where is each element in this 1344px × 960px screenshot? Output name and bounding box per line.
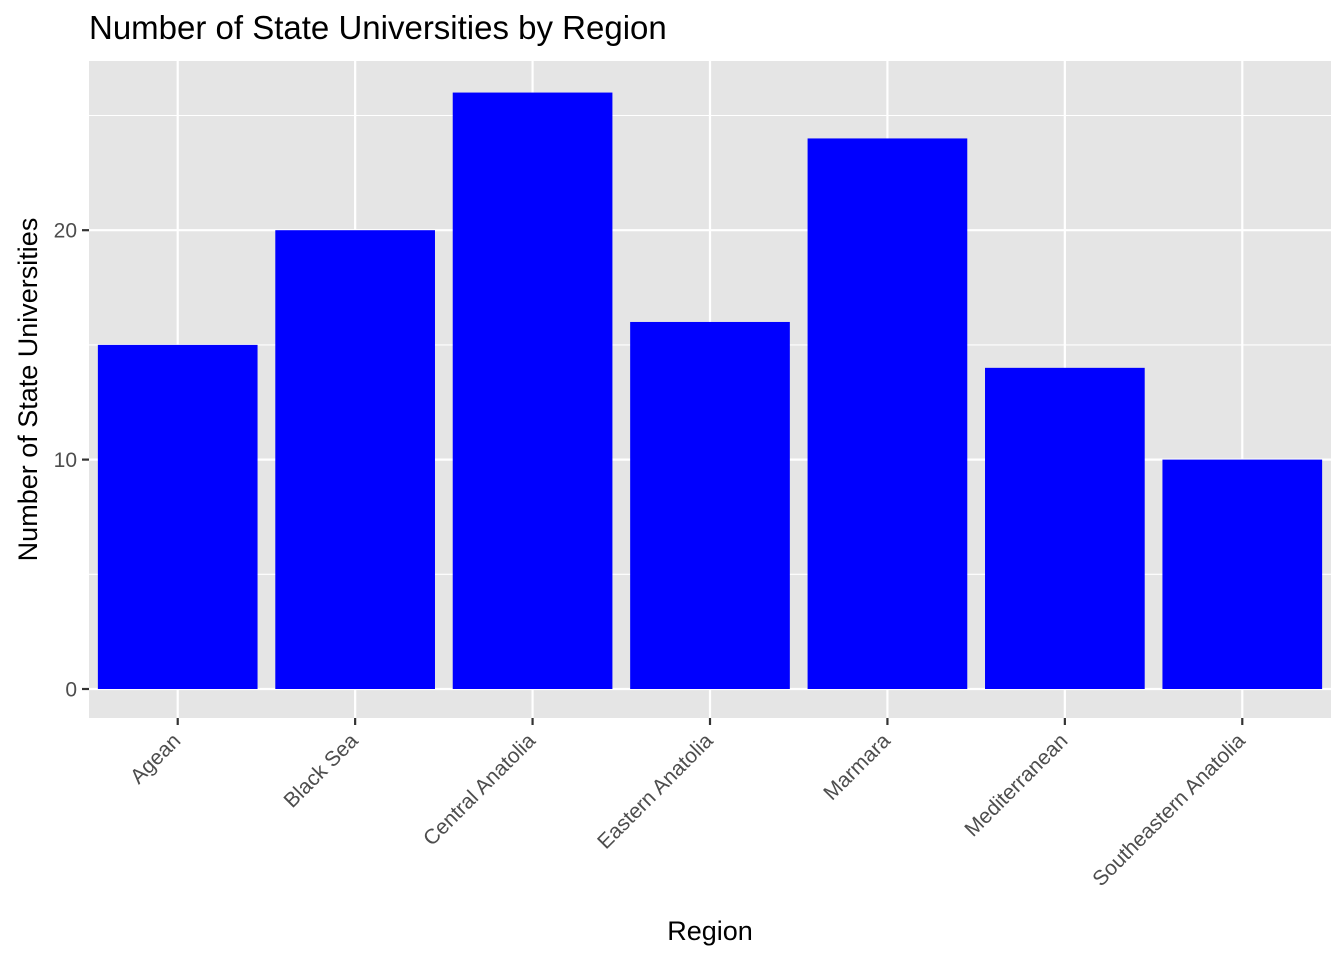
x-axis-title: Region [667,916,753,946]
bar-black-sea [275,230,435,689]
x-tick-label: Mediterranean [960,729,1072,841]
y-tick-label: 10 [54,449,77,472]
y-axis: 0 10 20 [54,220,89,702]
x-tick-label: Southeastern Anatolia [1088,729,1250,891]
bar-southeastern-anatolia [1162,459,1323,689]
y-tick-label: 0 [65,679,77,702]
x-tick-label: Black Sea [280,729,363,812]
bar-marmara [807,138,968,689]
x-tick-label: Central Anatolia [419,729,540,850]
y-tick-label: 20 [54,220,77,243]
x-tick-label: Marmara [819,729,895,805]
bar-central-anatolia [452,92,613,689]
x-tick-label: Agean [126,729,185,788]
bars [97,92,1323,689]
bar-agean [97,344,258,689]
chart-title: Number of State Universities by Region [89,9,667,46]
bar-eastern-anatolia [630,321,790,689]
y-axis-title: Number of State Universities [13,218,43,562]
x-tick-label: Eastern Anatolia [593,729,718,854]
bar-mediterranean [985,367,1145,689]
x-axis: Agean Black Sea Central Anatolia Eastern An… [126,718,1250,891]
